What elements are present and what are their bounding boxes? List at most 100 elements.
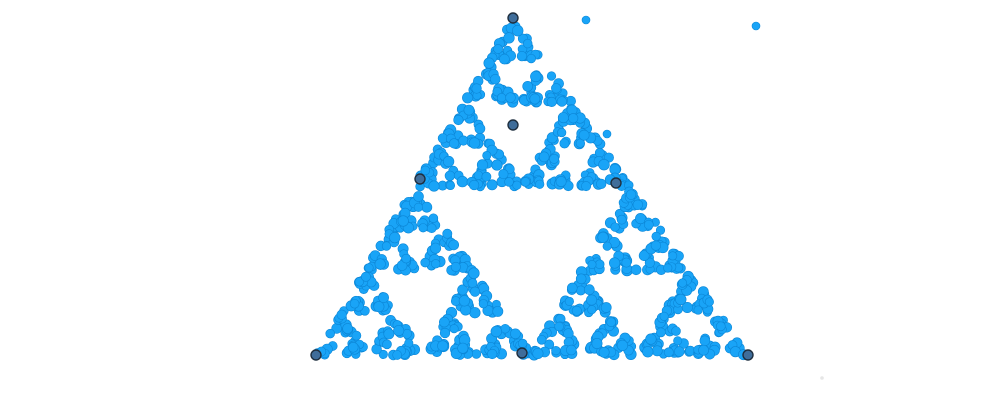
chaos-point [651,231,661,242]
chaos-point [364,263,374,273]
chaos-point [420,165,431,176]
chaos-point [347,341,359,353]
chaos-point [371,344,382,355]
chaos-point [481,171,492,182]
chaos-point [483,57,495,69]
chaos-point [536,334,547,345]
chaos-point [699,335,711,347]
chaos-point [448,138,460,149]
chaos-point [522,80,534,92]
chaos-point [450,261,461,272]
chaos-point [442,155,455,168]
chaos-point [449,324,459,334]
chaos-point [597,231,609,243]
chaos-point [651,345,663,357]
chaos-point [609,257,621,269]
chaos-point [512,180,522,190]
center-point[interactable] [507,119,519,131]
chaos-point [625,189,637,200]
chaos-point [556,96,568,107]
chaos-point [538,151,550,163]
chaos-point [594,259,605,270]
chaos-point [458,135,469,146]
chaos-point [549,153,560,164]
chaos-point [383,328,395,340]
control-vertices-layer [310,12,754,361]
chaos-point [373,301,385,313]
chaos-point [632,199,644,210]
chaos-point [453,114,464,126]
right-midpoint[interactable] [610,177,622,189]
chaos-point [418,223,428,233]
chaos-point [349,298,360,309]
chaos-point [551,345,561,356]
chaos-point [389,231,401,244]
stray-point [581,15,591,25]
chaos-point [616,339,629,352]
bottom-midpoint[interactable] [516,347,528,359]
chaos-point [468,137,481,149]
chaos-point [342,323,353,334]
left-midpoint[interactable] [414,173,426,185]
chaos-point [439,327,451,339]
chaos-point [575,273,587,285]
chaos-point [675,293,687,306]
chaos-point [546,71,557,81]
chaos-point [563,328,574,339]
chaos-point [516,51,527,62]
chaos-point [382,339,392,350]
chaos-point [571,305,582,316]
chaos-point [642,346,654,358]
chaos-point [668,251,678,261]
chaos-point [529,93,541,105]
chaos-point [586,294,598,306]
chaos-point [471,83,482,94]
chaos-point [468,179,480,191]
stray-point [602,129,612,139]
chaos-point [596,178,607,190]
chaos-point [602,241,612,251]
chaos-point [583,284,595,295]
chaos-point [325,328,335,339]
chaos-point [413,191,424,202]
chaos-point [401,253,411,264]
chaos-point [493,44,503,54]
bottom-left-vertex[interactable] [310,349,322,361]
chaos-point [659,311,669,321]
chaos-point [442,228,453,239]
stray-point [751,21,761,31]
chaos-point [486,179,498,191]
chaos-point [374,258,386,270]
chaos-point [476,159,489,171]
chaos-point [656,327,666,338]
top-vertex[interactable] [507,12,519,24]
chaos-point [681,302,693,313]
chaos-point [448,239,460,251]
chaos-point [503,32,515,44]
chaos-point [438,316,450,328]
chaos-point [693,305,703,315]
chaos-point [554,321,564,332]
chaos-point [473,170,484,181]
chaos-point [564,296,574,306]
chaos-point [568,113,579,124]
chaos-point [677,278,688,288]
chaos-point [610,222,620,232]
chaos-point [456,175,469,188]
chaos-point [336,309,347,320]
bottom-right-vertex[interactable] [742,349,754,361]
chaos-point [621,257,632,268]
chaos-point [559,138,570,149]
chaos-point [378,292,389,303]
chaos-point [587,305,597,315]
chaos-point [428,213,439,223]
chaos-point [469,307,481,319]
chaos-point [591,338,603,349]
chaos-point [491,159,503,171]
chaos-point [462,92,474,104]
chaos-point [551,83,562,94]
chaos-point [490,73,501,85]
chaos-point [499,53,510,65]
chaos-point [598,346,610,358]
chaos-point [674,346,685,357]
